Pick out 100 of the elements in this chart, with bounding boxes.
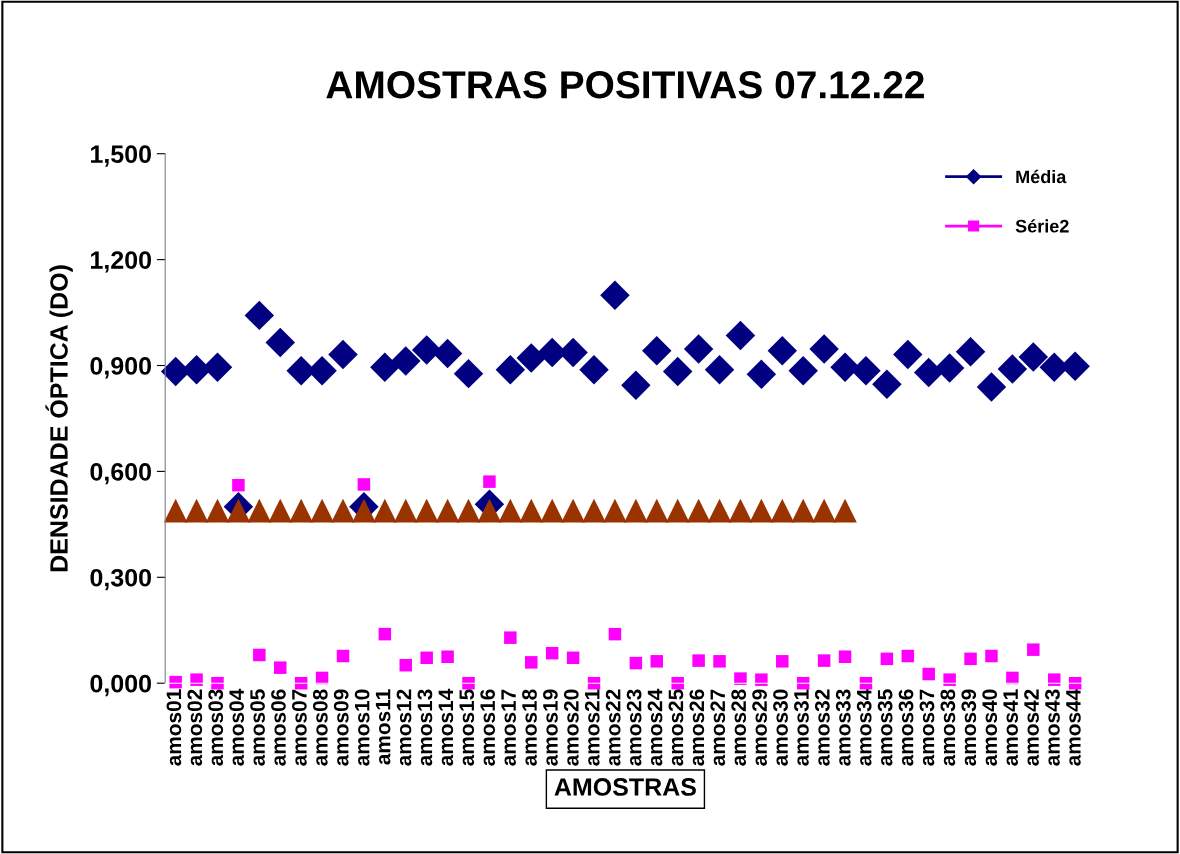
point [399,658,413,672]
point [378,627,392,641]
y-tick-label: 1,200 [91,251,151,273]
point [352,498,376,523]
x-tick-label: amos03 [208,689,224,766]
point [477,498,502,523]
x-tick-label: amos28 [731,689,747,766]
point [184,498,209,523]
point [704,355,735,385]
point [683,334,714,364]
point [519,498,544,523]
point [830,352,860,383]
point [812,498,836,523]
point [713,655,726,668]
point [603,498,627,523]
point [985,649,998,663]
point [432,338,463,369]
point [838,650,852,663]
point [202,352,233,383]
point [964,652,977,666]
x-tick-label: amos13 [417,689,433,766]
x-tick-label: amos41 [1003,689,1018,766]
point [644,498,669,523]
x-tick-label: amos09 [333,689,349,766]
x-tick-label: amos43 [1045,689,1060,766]
point [749,498,774,523]
point [788,356,818,386]
point [205,498,230,523]
x-tick-label: amos07 [292,689,307,766]
x-tick-label: amos17 [501,689,516,766]
x-tick-label: amos01 [166,689,182,766]
point [665,498,690,523]
point [872,369,902,399]
x-tick-label: amos25 [668,689,684,766]
point [265,327,295,358]
x-tick-label: amos35 [877,689,893,766]
point [373,498,397,523]
point [1006,671,1019,685]
x-tick-label: amos32 [814,689,830,766]
point [190,673,203,686]
point [456,498,481,523]
x-tick-label: amos02 [187,689,203,766]
point [707,498,732,523]
x-tick-label: amos38 [940,689,956,766]
point [728,498,753,523]
y-tick-label: 0,900 [90,357,151,379]
x-tick-label: amos37 [919,689,935,766]
x-tick-label: amos39 [961,689,977,766]
x-tick-label: amos44 [1066,688,1081,766]
point [566,651,580,665]
y-axis-title: DENSIDADE ÓPTICA (DO) [45,265,73,572]
chart-title: AMOSTRAS POSITIVAS 07.12.22 [326,71,924,99]
x-tick-label: amos19 [543,689,558,766]
point [746,359,777,390]
point [414,498,439,523]
x-tick-label: amos12 [396,689,412,766]
point [483,475,496,488]
point [600,280,630,310]
point [226,498,251,523]
point [770,498,795,523]
point [453,358,484,389]
point [540,498,564,523]
point [289,498,313,523]
point [1047,673,1061,686]
point [498,498,523,523]
point [955,337,986,367]
point [310,498,334,523]
point [561,498,585,523]
x-tick-label: amos08 [312,689,328,766]
point [545,646,559,660]
x-tick-label: amos14 [438,688,454,766]
point [163,498,188,523]
point [901,649,915,663]
point [1027,643,1040,656]
point [274,661,287,674]
x-tick-label: amos24 [647,688,663,766]
x-tick-label: amos21 [584,689,600,766]
x-tick-label: amos18 [522,689,537,766]
x-tick-label: amos06 [271,689,286,766]
point [504,631,517,644]
point [650,655,664,668]
point [525,656,538,669]
x-tick-label: amos16 [480,689,496,766]
point [495,355,526,385]
point [624,498,648,523]
point [441,650,454,663]
point [1018,342,1049,372]
legend-label: Média [1016,169,1067,184]
x-tick-label: amos23 [626,689,642,766]
point [211,676,224,690]
x-tick-label: amos42 [1024,689,1039,766]
point [621,370,651,401]
x-tick-label: amos29 [752,689,767,766]
x-tick-label: amos20 [563,689,579,766]
x-tick-label: amos33 [835,689,851,766]
point [411,335,442,365]
point [516,343,546,373]
y-tick-label: 0,300 [90,568,151,591]
point [268,498,293,523]
x-tick-label: amos31 [794,689,809,766]
